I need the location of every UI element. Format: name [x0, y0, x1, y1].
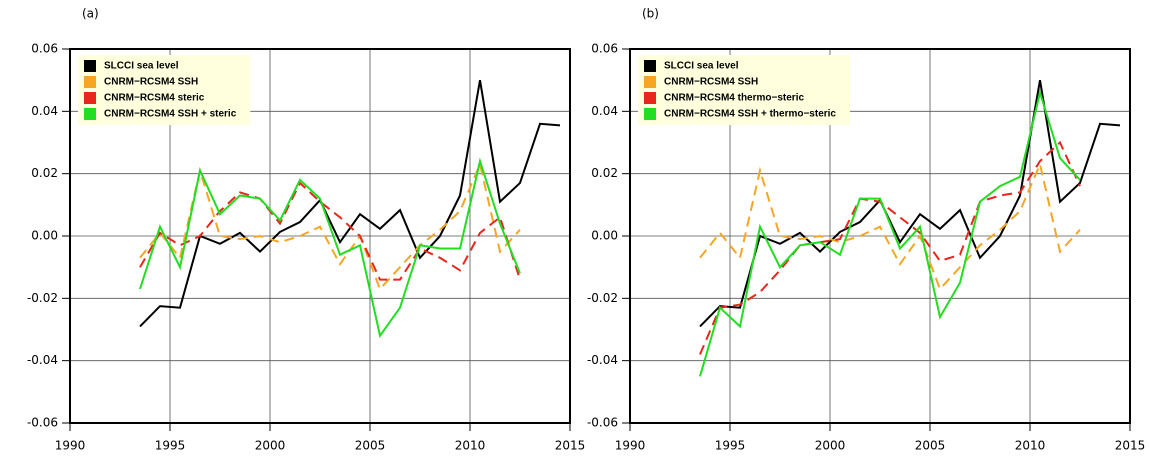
x-tick-label: 2010	[1015, 439, 1046, 453]
series-line	[139, 157, 521, 339]
legend-swatch	[84, 92, 96, 104]
y-tick-label: 0.06	[591, 42, 618, 56]
series-line	[699, 140, 1081, 355]
series-line	[699, 161, 1081, 291]
x-tick-label: 2005	[915, 439, 946, 453]
y-tick-label: 0.00	[31, 229, 58, 243]
legend-label: SLCCI sea level	[664, 61, 739, 72]
x-tick-label: 2000	[815, 439, 846, 453]
y-tick-label: -0.06	[27, 416, 58, 430]
series-line	[699, 88, 1081, 377]
legend-swatch	[644, 60, 656, 72]
y-tick-label: -0.04	[587, 353, 618, 367]
legend: SLCCI sea level CNRM−RCSM4 SSH CNRM−RCSM4 …	[638, 55, 850, 125]
x-tick-label: 2010	[455, 439, 486, 453]
panel-label: (b)	[642, 7, 659, 21]
x-tick-label: 1995	[715, 439, 746, 453]
legend-label: CNRM−RCSM4 SSH + steric	[104, 109, 237, 120]
x-tick-label: 2015	[1115, 439, 1146, 453]
legend-box	[78, 55, 251, 125]
legend: SLCCI sea level CNRM−RCSM4 SSH CNRM−RCSM4 …	[78, 55, 251, 125]
series-line	[139, 161, 521, 291]
legend-swatch	[644, 92, 656, 104]
legend-label: CNRM−RCSM4 SSH + thermo−steric	[664, 109, 836, 120]
x-tick-label: 2005	[355, 439, 386, 453]
y-tick-label: 0.00	[591, 229, 618, 243]
legend-label: CNRM−RCSM4 SSH	[104, 77, 198, 88]
series-line	[139, 80, 561, 328]
x-tick-label: 2000	[255, 439, 286, 453]
panel-label: (a)	[82, 7, 99, 21]
plot-frame	[629, 48, 1131, 424]
y-tick-label: 0.04	[31, 104, 58, 118]
plot-frame	[69, 48, 571, 424]
legend-box	[638, 55, 850, 125]
legend-label: CNRM−RCSM4 SSH	[664, 77, 758, 88]
legend-label: CNRM−RCSM4 steric	[104, 93, 205, 104]
legend-swatch	[84, 60, 96, 72]
x-tick-label: 2015	[555, 439, 586, 453]
y-tick-label: 0.04	[591, 104, 618, 118]
panel: (a) -0.06 -0.04 -0.02 0.00 0.02 0.04 0.06 1990 19…	[27, 7, 585, 453]
series-line	[699, 80, 1121, 328]
y-tick-label: -0.04	[27, 353, 58, 367]
legend-label: SLCCI sea level	[104, 61, 179, 72]
legend-label: CNRM−RCSM4 thermo−steric	[664, 93, 804, 104]
series-line	[139, 181, 521, 281]
y-tick-label: 0.02	[591, 166, 618, 180]
x-tick-label: 1990	[615, 439, 646, 453]
legend-swatch	[644, 76, 656, 88]
y-tick-label: -0.02	[587, 291, 618, 305]
y-tick-label: 0.06	[31, 42, 58, 56]
y-tick-label: -0.06	[587, 416, 618, 430]
legend-swatch	[84, 108, 96, 120]
legend-swatch	[644, 108, 656, 120]
x-tick-label: 1995	[155, 439, 186, 453]
y-tick-label: 0.02	[31, 166, 58, 180]
panel: (b) -0.06 -0.04 -0.02 0.00 0.02 0.04 0.06 1990 19…	[587, 7, 1145, 453]
x-tick-label: 1990	[55, 439, 86, 453]
y-tick-label: -0.02	[27, 291, 58, 305]
legend-swatch	[84, 76, 96, 88]
